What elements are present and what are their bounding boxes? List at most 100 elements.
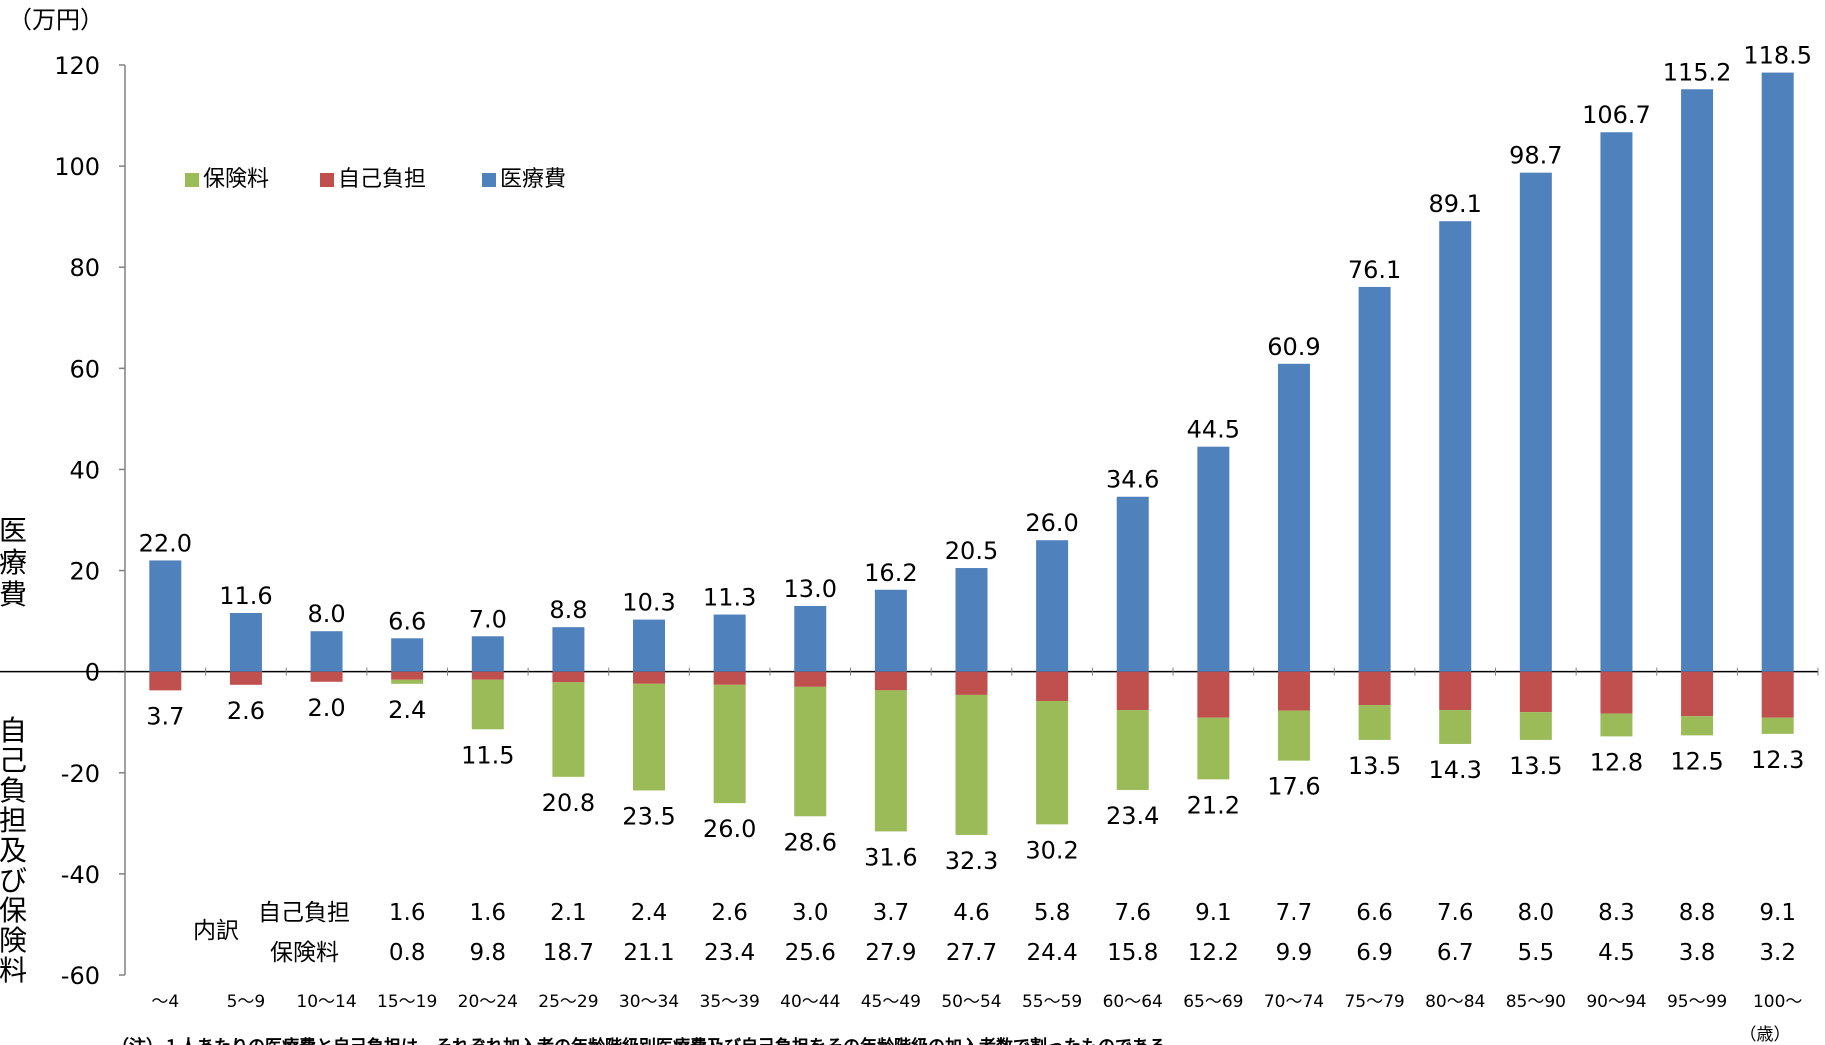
bar-medical-cost	[1358, 286, 1391, 672]
lower-value-label: 12.3	[1751, 746, 1804, 774]
breakdown-self-pay-value: 7.6	[1114, 900, 1151, 926]
bar-self-pay	[1358, 671, 1391, 706]
medical-value-label: 118.5	[1743, 42, 1812, 70]
breakdown-premium-value: 3.2	[1759, 940, 1796, 966]
x-category-label: 80～84	[1425, 992, 1485, 1012]
breakdown-premium-value: 27.7	[946, 940, 997, 966]
breakdown-premium-label: 保険料	[270, 940, 339, 966]
bar-self-pay	[1761, 671, 1794, 718]
bar-self-pay	[1197, 671, 1230, 718]
upper-axis-label-char: 費	[0, 578, 27, 611]
lower-axis-label-char: び	[0, 864, 27, 897]
bar-medical-cost	[713, 614, 746, 672]
medical-value-label: 11.6	[219, 582, 272, 610]
bar-medical-cost	[552, 627, 585, 672]
lower-axis-label-char: 及	[0, 834, 27, 867]
breakdown-self-pay-value: 3.7	[873, 900, 910, 926]
medical-value-label: 13.0	[784, 575, 837, 603]
bar-self-pay	[713, 671, 746, 685]
bar-premium	[874, 690, 907, 832]
breakdown-self-pay-value: 8.3	[1598, 900, 1635, 926]
lower-value-label: 3.7	[146, 702, 184, 730]
x-category-label: 90～94	[1586, 992, 1646, 1012]
lower-value-label: 2.6	[227, 697, 265, 725]
breakdown-self-pay-value: 4.6	[953, 900, 990, 926]
y-tick-label: -60	[61, 962, 100, 990]
lower-value-label: 30.2	[1025, 836, 1078, 864]
bar-medical-cost	[1197, 446, 1230, 672]
bar-medical-cost	[1519, 172, 1552, 672]
breakdown-premium-value: 9.9	[1276, 940, 1313, 966]
bar-medical-cost	[1036, 540, 1069, 672]
note: （注）１人あたりの医療費と自己負担は、それぞれ加入者の年齢階級別医療費及び自己負…	[112, 1036, 1183, 1045]
bar-self-pay	[1519, 671, 1552, 713]
medical-value-label: 6.6	[388, 607, 426, 635]
breakdown-self-pay-value: 2.4	[631, 900, 668, 926]
lower-value-label: 12.5	[1670, 747, 1723, 775]
bar-self-pay	[149, 671, 182, 691]
bar-self-pay	[229, 671, 262, 685]
medical-value-label: 34.6	[1106, 466, 1159, 494]
bar-self-pay	[633, 671, 666, 684]
bar-premium	[713, 684, 746, 804]
lower-value-label: 32.3	[945, 847, 998, 875]
bar-medical-cost	[1439, 221, 1472, 672]
unit-label: （万円）	[8, 6, 104, 34]
x-category-label: 5～9	[227, 992, 266, 1012]
lower-axis-label-char: 料	[0, 954, 27, 987]
breakdown-self-pay-value: 5.8	[1034, 900, 1071, 926]
x-category-label: 40～44	[780, 992, 840, 1012]
lower-value-label: 2.0	[307, 694, 345, 722]
breakdown-self-pay-value: 8.0	[1518, 900, 1555, 926]
lower-value-label: 20.8	[542, 789, 595, 817]
lower-value-label: 21.2	[1187, 791, 1240, 819]
breakdown-self-pay-value: 7.7	[1276, 900, 1313, 926]
breakdown-premium-value: 4.5	[1598, 940, 1635, 966]
lower-value-label: 2.4	[388, 696, 426, 724]
bar-premium	[1277, 710, 1310, 761]
breakdown-premium-value: 0.8	[389, 940, 426, 966]
lower-value-label: 23.4	[1106, 802, 1159, 830]
lower-value-label: 28.6	[784, 828, 837, 856]
bar-medical-cost	[1277, 363, 1310, 672]
x-category-label: 20～24	[458, 992, 518, 1012]
breakdown-premium-value: 5.5	[1518, 940, 1555, 966]
x-category-label: 85～90	[1506, 992, 1566, 1012]
y-tick-label: 100	[54, 153, 100, 181]
y-tick-label: 0	[85, 659, 100, 687]
bar-premium	[1116, 710, 1149, 790]
bar-medical-cost	[229, 613, 262, 672]
breakdown-premium-value: 27.9	[865, 940, 916, 966]
y-tick-label: 20	[69, 558, 100, 586]
breakdown-premium-value: 25.6	[785, 940, 836, 966]
legend-swatch	[185, 173, 199, 187]
x-category-label: 65～69	[1183, 992, 1243, 1012]
lower-value-label: 11.5	[461, 741, 514, 769]
breakdown-premium-value: 24.4	[1027, 940, 1078, 966]
breakdown-self-pay-value: 2.1	[550, 900, 587, 926]
breakdown-self-pay-label: 自己負担	[258, 900, 350, 926]
bar-premium	[1439, 710, 1472, 744]
legend-label: 自己負担	[338, 167, 426, 192]
x-category-label: ～4	[151, 992, 179, 1012]
lower-value-label: 26.0	[703, 815, 756, 843]
lower-value-label: 12.8	[1590, 748, 1643, 776]
legend-swatch	[320, 173, 334, 187]
x-category-label: 55～59	[1022, 992, 1082, 1012]
legend-label: 医療費	[500, 167, 566, 192]
bar-premium	[1519, 712, 1552, 740]
upper-axis-label-char: 療	[0, 546, 27, 579]
medical-value-label: 7.0	[469, 605, 507, 633]
breakdown-self-pay-value: 2.6	[711, 900, 748, 926]
bar-medical-cost	[391, 638, 424, 672]
x-category-label: 15～19	[377, 992, 437, 1012]
breakdown-premium-value: 18.7	[543, 940, 594, 966]
x-category-label: 70～74	[1264, 992, 1324, 1012]
x-category-label: 35～39	[700, 992, 760, 1012]
lower-value-label: 14.3	[1428, 756, 1481, 784]
lower-axis-label-char: 負	[0, 774, 27, 807]
medical-value-label: 44.5	[1187, 416, 1240, 444]
breakdown-self-pay-value: 7.6	[1437, 900, 1474, 926]
breakdown-self-pay-value: 8.8	[1679, 900, 1716, 926]
breakdown-self-pay-value: 9.1	[1195, 900, 1232, 926]
